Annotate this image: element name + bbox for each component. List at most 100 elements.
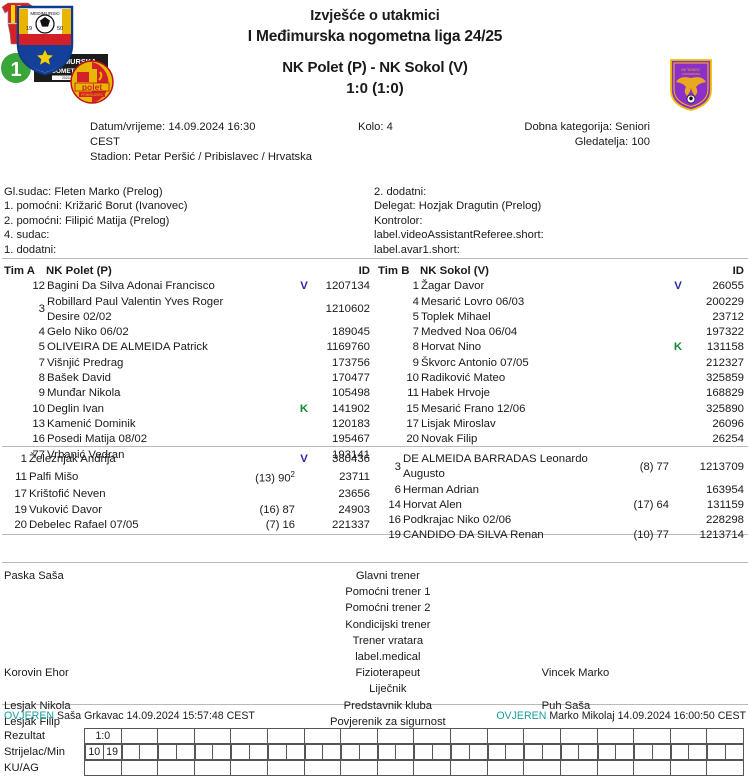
scorer-cell[interactable]	[633, 743, 671, 761]
kuag-cell[interactable]	[193, 760, 232, 776]
scorer-cell[interactable]	[193, 743, 232, 761]
player-number: 9	[412, 356, 419, 369]
scorer-subcell[interactable]	[395, 744, 414, 760]
result-cell[interactable]	[267, 728, 305, 744]
kuag-cell[interactable]	[523, 760, 561, 776]
kuag-cell[interactable]	[706, 760, 744, 776]
scorer-subcell[interactable]	[175, 744, 194, 760]
result-row-strijelac: 10 19	[84, 743, 744, 761]
scorer-subcell[interactable]	[121, 744, 141, 760]
scorer-cell[interactable]	[376, 743, 415, 761]
kuag-cell[interactable]	[596, 760, 635, 776]
result-cell[interactable]	[157, 728, 195, 744]
scorer-subcell[interactable]	[707, 744, 726, 760]
scorer-subcell[interactable]: 19	[102, 744, 121, 760]
scorer-subcell[interactable]	[212, 744, 231, 760]
scorer-subcell[interactable]	[158, 744, 177, 760]
scorer-subcell[interactable]	[248, 744, 268, 760]
scorer-subcell[interactable]	[670, 744, 690, 760]
scorer-subcell[interactable]	[285, 744, 304, 760]
kuag-cell[interactable]	[230, 760, 269, 776]
kuag-cell[interactable]	[340, 760, 378, 776]
scorer-subcell[interactable]	[432, 744, 451, 760]
scorer-cell[interactable]	[669, 743, 708, 761]
result-cell[interactable]	[413, 728, 452, 744]
result-cell[interactable]	[706, 728, 744, 744]
result-cell[interactable]	[633, 728, 671, 744]
scorer-cell[interactable]	[303, 743, 342, 761]
player-id: 197322	[705, 326, 744, 339]
scorer-subcell[interactable]	[524, 744, 543, 760]
scorer-subcell[interactable]	[541, 744, 560, 760]
scorer-subcell[interactable]	[231, 744, 250, 760]
kuag-cell[interactable]	[486, 760, 525, 776]
result-cell[interactable]: 1:0	[84, 728, 122, 744]
scorer-cell[interactable]	[340, 743, 378, 761]
result-cell[interactable]	[303, 728, 342, 744]
kuag-cell[interactable]	[559, 760, 598, 776]
staff-away-name	[446, 584, 750, 600]
result-cell[interactable]	[669, 728, 708, 744]
result-cell[interactable]	[486, 728, 525, 744]
result-cell[interactable]	[120, 728, 159, 744]
scorer-cell[interactable]	[523, 743, 561, 761]
scorer-subcell[interactable]	[560, 744, 580, 760]
scorer-subcell[interactable]	[358, 744, 377, 760]
result-cell[interactable]	[450, 728, 488, 744]
scorer-subcell[interactable]	[487, 744, 507, 760]
player-row: 4 Mesarić Lovro 06/03 200229	[374, 295, 749, 310]
player-id: 193141	[331, 448, 370, 461]
scorer-subcell[interactable]	[304, 744, 324, 760]
verification-left-tag: OVJEREN	[4, 710, 55, 722]
kuag-cell[interactable]	[413, 760, 452, 776]
kuag-cell[interactable]	[120, 760, 159, 776]
result-cell[interactable]	[376, 728, 415, 744]
result-cell[interactable]	[230, 728, 269, 744]
scorer-subcell[interactable]	[322, 744, 341, 760]
result-cell[interactable]	[340, 728, 378, 744]
scorer-cell[interactable]	[450, 743, 488, 761]
kuag-cell[interactable]	[303, 760, 342, 776]
kuag-cell[interactable]	[376, 760, 415, 776]
result-cell[interactable]	[596, 728, 635, 744]
scorer-cell[interactable]	[230, 743, 269, 761]
scorer-subcell[interactable]	[724, 744, 743, 760]
scorer-cell[interactable]	[157, 743, 195, 761]
scorer-subcell[interactable]	[268, 744, 287, 760]
scorer-cell[interactable]	[706, 743, 744, 761]
result-cell[interactable]	[523, 728, 561, 744]
scorer-subcell[interactable]	[341, 744, 360, 760]
scorer-cell[interactable]	[596, 743, 635, 761]
scorer-subcell[interactable]: 10	[85, 744, 104, 760]
scorer-cell[interactable]	[120, 743, 159, 761]
scorer-cell[interactable]: 10 19	[84, 743, 122, 761]
result-cell[interactable]	[193, 728, 232, 744]
team-b-starters-body: 1 Žagar Davor V 26055 4 Mesarić Lovro 06/03 20…	[374, 279, 749, 447]
scorer-subcell[interactable]	[414, 744, 434, 760]
result-cell[interactable]	[559, 728, 598, 744]
kuag-cell[interactable]	[84, 760, 122, 776]
scorer-subcell[interactable]	[451, 744, 470, 760]
scorer-subcell[interactable]	[615, 744, 634, 760]
scorer-subcell[interactable]	[505, 744, 524, 760]
kuag-cell[interactable]	[157, 760, 195, 776]
kuag-cell[interactable]	[633, 760, 671, 776]
scorer-cell[interactable]	[413, 743, 452, 761]
kuag-cell[interactable]	[267, 760, 305, 776]
player-role-mark	[295, 325, 313, 340]
scorer-subcell[interactable]	[688, 744, 707, 760]
player-role-mark: V	[300, 280, 308, 293]
scorer-cell[interactable]	[486, 743, 525, 761]
scorer-subcell[interactable]	[139, 744, 158, 760]
kuag-cell[interactable]	[669, 760, 708, 776]
scorer-subcell[interactable]	[634, 744, 653, 760]
scorer-cell[interactable]	[559, 743, 598, 761]
scorer-subcell[interactable]	[468, 744, 487, 760]
scorer-subcell[interactable]	[651, 744, 670, 760]
scorer-subcell[interactable]	[578, 744, 597, 760]
kuag-cell[interactable]	[450, 760, 488, 776]
scorer-subcell[interactable]	[597, 744, 617, 760]
scorer-subcell[interactable]	[377, 744, 397, 760]
scorer-cell[interactable]	[267, 743, 305, 761]
scorer-subcell[interactable]	[194, 744, 214, 760]
